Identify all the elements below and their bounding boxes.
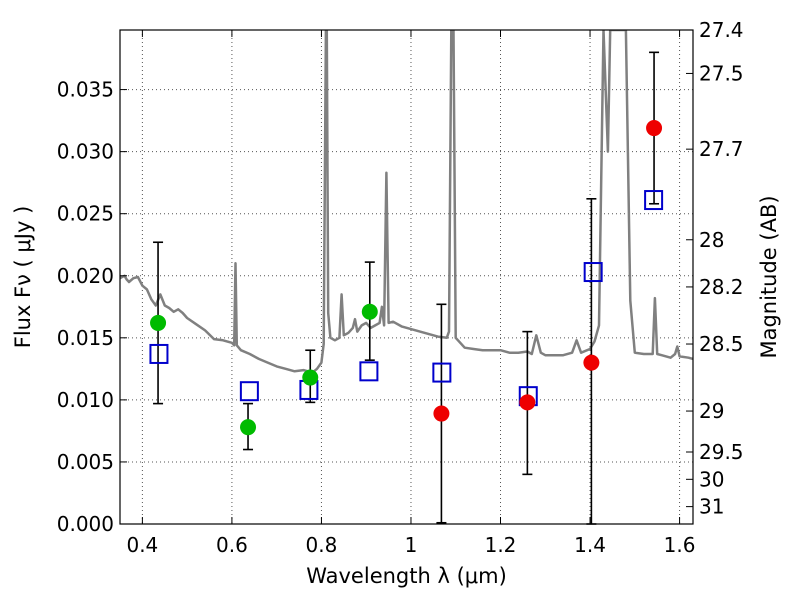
y-tick-label: 0.020 [57, 264, 114, 288]
observed-point-red [583, 354, 600, 371]
model-square [149, 343, 169, 364]
observed-point-red [646, 120, 663, 137]
y-right-tick-label: 27.5 [699, 61, 744, 85]
x-tick-label: 1.6 [664, 533, 696, 557]
model-square [359, 361, 379, 382]
y-tick-label: 0.015 [57, 326, 114, 350]
observed-point-red [433, 405, 450, 422]
y-tick-label: 0.000 [57, 512, 114, 536]
x-tick-label: 0.6 [216, 533, 248, 557]
x-tick-label: 1.4 [574, 533, 606, 557]
y-tick-label: 0.010 [57, 388, 114, 412]
x-tick-label: 0.8 [306, 533, 338, 557]
y-right-tick-label: 28 [699, 228, 724, 252]
observed-point-green [240, 419, 257, 436]
spectrum-line [120, 30, 693, 374]
y-right-tick-label: 27.7 [699, 137, 744, 161]
y-axis-label: Flux Fν ( μJy ) [11, 206, 35, 349]
observed-points [150, 120, 663, 436]
model-square [583, 262, 603, 283]
x-tick-label: 1 [405, 533, 418, 557]
y-right-tick-label: 29.5 [699, 440, 744, 464]
model-square [239, 381, 259, 402]
spectrum-series [120, 30, 693, 374]
y-tick-label: 0.035 [57, 78, 114, 102]
plot-frame [119, 29, 694, 525]
observed-point-green [150, 314, 167, 331]
y-right-tick-label: 28.2 [699, 275, 744, 299]
tick-labels: 0.4 0.6 0.8 1 1.2 1.4 1.6 0.000 0.005 0.010 0.015 0… [57, 18, 744, 557]
y-right-tick-label: 31 [699, 495, 724, 519]
x-tick-label: 1.2 [485, 533, 517, 557]
y-axis-right-label: Magnitude (AB) [757, 195, 781, 358]
observed-point-green [361, 303, 378, 320]
y-tick-label: 0.030 [57, 140, 114, 164]
observed-point-green [302, 369, 319, 386]
y-tick-label: 0.005 [57, 450, 114, 474]
model-square [432, 362, 452, 383]
y-tick-label: 0.025 [57, 202, 114, 226]
model-squares [149, 190, 664, 407]
y-right-tick-label: 29 [699, 399, 724, 423]
model-square [644, 190, 664, 211]
errorbars [153, 51, 660, 525]
observed-point-red [519, 394, 536, 411]
x-axis-label: Wavelength λ (μm) [306, 564, 507, 588]
x-tick-label: 0.4 [126, 533, 158, 557]
axis-ticks [120, 29, 693, 525]
y-right-tick-label: 28.5 [699, 332, 744, 356]
y-right-tick-label: 30 [699, 467, 724, 491]
y-right-tick-label: 27.4 [699, 18, 744, 42]
